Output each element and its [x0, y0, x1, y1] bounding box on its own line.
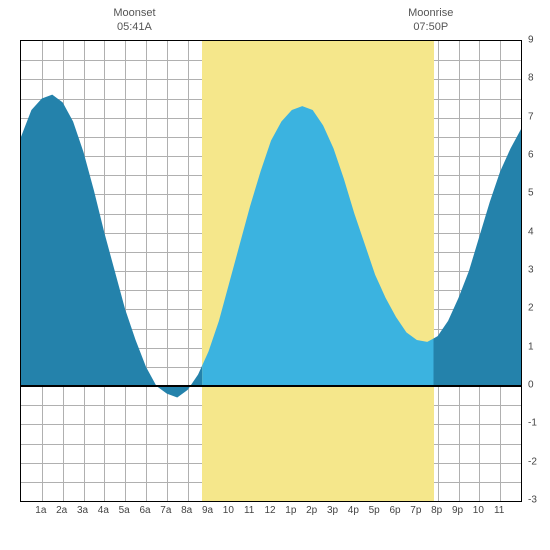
x-tick-label: 10: [223, 505, 234, 516]
x-tick-label: 9p: [452, 505, 463, 516]
plot-area: [20, 40, 522, 502]
moonrise-title: Moonrise: [408, 7, 453, 19]
y-tick-label: 6: [528, 150, 534, 161]
y-tick-label: 1: [528, 341, 534, 352]
y-tick-label: 5: [528, 188, 534, 199]
x-tick-label: 9a: [202, 505, 213, 516]
y-tick-label: 2: [528, 303, 534, 314]
y-tick-label: 3: [528, 265, 534, 276]
x-tick-label: 6p: [389, 505, 400, 516]
y-tick-label: 4: [528, 226, 534, 237]
x-axis: 1a 2a 3a 4a 5a 6a 7a 8a 9a 10 11 12 1p 2p 3p 4p 5p 6p 7p 8p…: [20, 505, 520, 525]
x-tick-label: 11: [494, 505, 504, 516]
x-tick-label: 1a: [35, 505, 46, 516]
y-tick-label: -3: [528, 495, 537, 506]
y-tick-label: -2: [528, 456, 537, 467]
moonset-time: 05:41A: [117, 21, 152, 33]
x-tick-label: 2a: [56, 505, 67, 516]
x-tick-label: 2p: [306, 505, 317, 516]
tide-area: [21, 41, 521, 501]
x-tick-label: 8a: [181, 505, 192, 516]
x-tick-label: 4p: [348, 505, 359, 516]
moonset-annotation: Moonset 05:41A: [113, 6, 155, 35]
y-axis: -3-2-10123456789: [522, 40, 547, 500]
y-tick-label: 0: [528, 380, 534, 391]
y-tick-label: -1: [528, 418, 537, 429]
x-tick-label: 5p: [369, 505, 380, 516]
x-tick-label: 10: [473, 505, 484, 516]
x-tick-label: 11: [244, 505, 254, 516]
x-tick-label: 6a: [139, 505, 150, 516]
y-tick-label: 8: [528, 73, 534, 84]
y-tick-label: 7: [528, 111, 534, 122]
x-tick-label: 3a: [77, 505, 88, 516]
x-tick-label: 1p: [285, 505, 296, 516]
moonset-title: Moonset: [113, 7, 155, 19]
x-tick-label: 7p: [410, 505, 421, 516]
moonrise-time: 07:50P: [413, 21, 448, 33]
moonrise-annotation: Moonrise 07:50P: [408, 6, 453, 35]
zero-line: [21, 385, 521, 387]
x-tick-label: 12: [264, 505, 275, 516]
x-tick-label: 4a: [98, 505, 109, 516]
x-tick-label: 8p: [431, 505, 442, 516]
x-tick-label: 7a: [160, 505, 171, 516]
y-tick-label: 9: [528, 35, 534, 46]
tide-chart: Moonset 05:41A Moonrise 07:50P 1a 2a 3a 4a 5…: [0, 0, 550, 550]
x-tick-label: 3p: [327, 505, 338, 516]
x-tick-label: 5a: [119, 505, 130, 516]
